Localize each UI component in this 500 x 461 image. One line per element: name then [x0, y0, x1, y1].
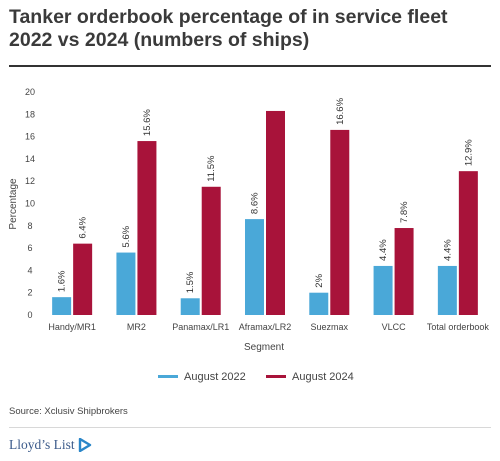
x-axis: Handy/MR1 MR2 Panamax/LR1 Aframax/LR2 Suezma…	[48, 322, 489, 332]
legend-swatch	[158, 375, 178, 378]
bar-aug-2022	[52, 297, 72, 315]
x-tick-label: Panamax/LR1	[172, 322, 229, 332]
data-label: 4.4%	[378, 239, 389, 261]
legend-swatch	[266, 375, 286, 378]
bar-aug-2024	[330, 129, 350, 315]
bar-aug-2022	[116, 252, 136, 315]
x-tick-label: Aframax/LR2	[239, 322, 292, 332]
y-axis-label: Percentage	[8, 178, 19, 230]
title-divider	[9, 65, 491, 67]
y-tick-label: 12	[25, 176, 35, 186]
bar-aug-2022	[245, 219, 264, 315]
bar-aug-2024	[201, 186, 221, 315]
data-label: 1.6%	[57, 270, 68, 292]
bar-aug-2022	[373, 265, 393, 315]
bar-aug-2024	[73, 243, 93, 315]
footer-divider	[9, 427, 491, 428]
bar-aug-2024	[458, 171, 478, 315]
data-label: 6.4%	[78, 216, 89, 238]
y-tick-label: 18	[25, 109, 35, 119]
bars: 1.6% 6.4% 5.6% 15.6% 1.5% 11.5% 8.6% 2% 16.6% 4.4…	[52, 97, 478, 315]
data-label: 8.6%	[250, 192, 261, 214]
bar-aug-2024	[266, 110, 285, 315]
bar-aug-2022	[309, 292, 329, 315]
y-tick-label: 4	[27, 265, 32, 275]
bar-aug-2024	[394, 228, 414, 315]
y-tick-label: 14	[25, 154, 35, 164]
data-label: 11.5%	[206, 155, 217, 182]
data-label: 4.4%	[442, 239, 453, 261]
x-tick-label: MR2	[127, 322, 146, 332]
play-triangle-icon	[78, 438, 91, 452]
bar-aug-2024	[137, 141, 157, 315]
legend-label: August 2022	[184, 371, 246, 383]
y-tick-label: 8	[27, 221, 32, 231]
x-tick-label: VLCC	[382, 322, 407, 332]
y-tick-label: 20	[25, 87, 35, 97]
data-label: 12.9%	[463, 139, 474, 166]
x-axis-label: Segment	[244, 342, 284, 353]
y-tick-label: 6	[27, 243, 32, 253]
data-label: 16.6%	[335, 97, 346, 124]
y-axis: 0 2 4 6 8 10 12 14 16 18 20	[25, 87, 35, 320]
data-label: 15.6%	[142, 109, 153, 136]
legend: August 2022 August 2024	[158, 371, 354, 383]
data-label: 7.8%	[399, 201, 410, 223]
bar-aug-2022	[180, 298, 200, 315]
data-label: 2%	[314, 273, 325, 287]
x-tick-label: Suezmax	[311, 322, 349, 332]
x-tick-label: Handy/MR1	[48, 322, 96, 332]
brand-name: Lloyd’s List	[9, 437, 75, 452]
chart-title: Tanker orderbook percentage of in servic…	[9, 6, 448, 51]
source-note: Source: Xclusiv Shipbrokers	[9, 406, 128, 417]
y-tick-label: 2	[27, 288, 32, 298]
y-tick-label: 10	[25, 199, 35, 209]
bar-aug-2022	[437, 265, 457, 315]
data-label: 5.6%	[121, 225, 132, 247]
bar-chart: 0 2 4 6 8 10 12 14 16 18 20 Percentage 1.6% 6.4% 5.6…	[8, 87, 489, 383]
y-tick-label: 16	[25, 132, 35, 142]
data-label: 1.5%	[185, 271, 196, 293]
x-tick-label: Total orderbook	[427, 322, 490, 332]
brand-logo: Lloyd’s List	[9, 437, 92, 453]
y-tick-label: 0	[27, 310, 32, 320]
legend-label: August 2024	[292, 371, 354, 383]
